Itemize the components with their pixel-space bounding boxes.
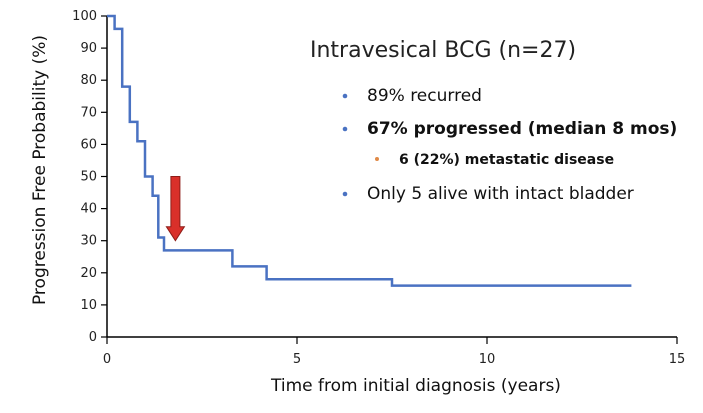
- y-tick-label: 10: [80, 298, 97, 313]
- y-tick-label: 50: [80, 170, 97, 185]
- y-axis-label: Progression Free Probability (%): [30, 35, 50, 305]
- y-tick-label: 0: [89, 330, 97, 345]
- annotation-arrow: [165, 176, 186, 242]
- y-tick-label: 20: [80, 266, 97, 281]
- bullet-text: Only 5 alive with intact bladder: [367, 184, 634, 204]
- x-tick-label: 0: [103, 352, 111, 367]
- y-tick-label: 80: [80, 73, 97, 88]
- chart-title: Intravesical BCG (n=27): [310, 38, 576, 63]
- x-tick-label: 15: [669, 352, 686, 367]
- x-axis-ticks: 0 5 10 15: [103, 337, 685, 367]
- y-tick-label: 90: [80, 41, 97, 56]
- red-down-arrow: [165, 176, 186, 242]
- y-tick-label: 100: [72, 9, 97, 24]
- x-axis-label: Time from initial diagnosis (years): [270, 376, 561, 396]
- bullet-text: 89% recurred: [367, 86, 482, 106]
- bullet-dot: [342, 126, 348, 132]
- bullet-dot: [342, 93, 348, 99]
- y-tick-label: 60: [80, 137, 97, 152]
- bullet-dot: [342, 191, 348, 197]
- y-tick-label: 40: [80, 202, 97, 217]
- bullet-text: 6 (22%) metastatic disease: [399, 152, 614, 168]
- bullet-list: 89% recurred 67% progressed (median 8 mos…: [342, 86, 677, 204]
- bullet-dot: [375, 157, 379, 161]
- survival-curve: [107, 14, 632, 287]
- bullet-text: 67% progressed (median 8 mos): [367, 119, 677, 139]
- y-axis-ticks: 0 10 20 30 40 50 60 70 80 90 100: [72, 9, 107, 345]
- x-tick-label: 5: [293, 352, 301, 367]
- y-tick-label: 70: [80, 105, 97, 120]
- x-tick-label: 10: [479, 352, 496, 367]
- y-tick-label: 30: [80, 234, 97, 249]
